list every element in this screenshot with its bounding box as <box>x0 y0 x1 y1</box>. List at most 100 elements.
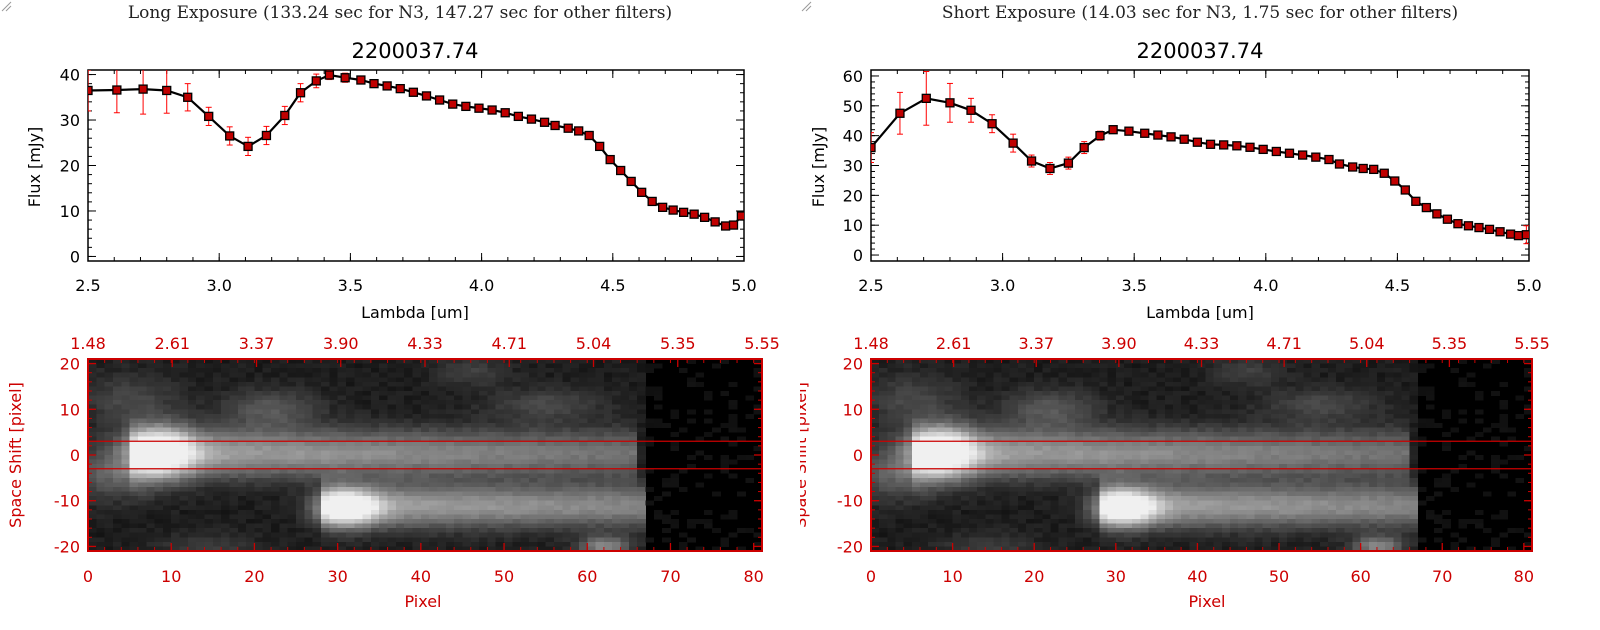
spectral-image-chart: Pixel Space Shift [pixel] 0 10 20 30 40 50 60 7… <box>800 334 1550 611</box>
data-point <box>1334 159 1345 169</box>
image-top-tick-label: 5.35 <box>660 334 696 353</box>
data-point <box>243 141 253 152</box>
data-point <box>1026 156 1037 166</box>
image-top-tick-label: 5.35 <box>1432 334 1468 353</box>
data-point <box>1442 214 1453 224</box>
image-top-tick-label: 3.37 <box>239 334 275 353</box>
data-point <box>526 114 537 124</box>
data-series <box>871 70 1529 245</box>
x-axis-label: Lambda [um] <box>361 303 469 320</box>
data-point <box>1232 141 1242 151</box>
data-point <box>369 78 379 89</box>
image-x-tick-label: 50 <box>1269 567 1289 586</box>
resize-grip-icon[interactable] <box>800 0 812 12</box>
data-point <box>1153 130 1163 140</box>
image-x-tick-label: 0 <box>866 567 876 586</box>
spectrum-chart: 2200037.74 Lambda [um] Flux [mJy] 2.5 3.0… <box>809 39 1542 320</box>
data-point <box>626 176 636 187</box>
data-point <box>720 221 731 231</box>
data-point <box>421 91 432 101</box>
image-x-tick-label: 60 <box>577 567 597 586</box>
data-point <box>987 119 997 129</box>
data-point <box>1095 131 1105 141</box>
image-y-tick-label: 10 <box>843 400 863 419</box>
y-tick-label: 50 <box>843 97 863 116</box>
image-y-tick-label: 10 <box>60 400 80 419</box>
data-point <box>280 110 290 121</box>
data-point <box>1140 128 1150 138</box>
data-point <box>1311 152 1321 162</box>
x-tick-label: 4.0 <box>1253 276 1278 295</box>
series-line <box>871 97 1527 237</box>
x-tick-label: 2.5 <box>858 276 883 295</box>
data-point <box>261 130 272 141</box>
data-point <box>1219 140 1229 150</box>
plot-area: 2.5 3.0 3.5 4.0 4.5 5.0 0 10 20 30 40 <box>60 66 757 295</box>
data-point <box>563 123 573 133</box>
short-exposure-panel: Short Exposure (14.03 sec for N3, 1.75 s… <box>800 0 1600 630</box>
image-top-tick-label: 4.33 <box>1184 334 1220 353</box>
data-point <box>311 76 321 86</box>
x-tick-label: 3.0 <box>206 276 231 295</box>
data-point <box>550 120 560 131</box>
data-point <box>584 130 594 141</box>
spectrum-chart: 2200037.74 Lambda [um] Flux [mJy] 2.5 3.0… <box>25 39 757 320</box>
image-x-tick-label: 10 <box>161 567 181 586</box>
data-point <box>1179 134 1189 144</box>
data-point <box>1108 125 1118 135</box>
data-point <box>1205 139 1216 149</box>
data-point <box>1513 230 1524 241</box>
data-point <box>356 75 366 85</box>
data-point <box>1369 164 1379 175</box>
data-point <box>1421 202 1432 213</box>
image-x-tick-label: 80 <box>1514 567 1534 586</box>
image-top-tick-label: 2.61 <box>154 334 190 353</box>
data-point <box>1358 163 1368 174</box>
image-x-tick-label: 20 <box>1024 567 1044 586</box>
image-x-tick-label: 10 <box>942 567 962 586</box>
image-area: 0 10 20 30 40 50 60 70 80 1.48 2.61 3.37 3.90 4.33 4.7… <box>54 334 780 586</box>
data-point <box>699 212 710 222</box>
image-x-tick-label: 0 <box>83 567 93 586</box>
spectral-image-chart: Pixel Space Shift [pixel] 0 10 20 30 40 50 60 7… <box>6 334 780 611</box>
data-point <box>88 85 93 96</box>
image-top-tick-label: 2.61 <box>936 334 972 353</box>
data-point <box>658 202 668 212</box>
data-point <box>500 108 510 118</box>
image-x-tick-label: 80 <box>743 567 763 586</box>
data-point <box>871 142 876 153</box>
image-x-tick-label: 50 <box>494 567 514 586</box>
image-top-tick-label: 5.55 <box>1514 334 1550 353</box>
data-point <box>340 73 350 83</box>
data-point <box>647 196 657 207</box>
data-point <box>1474 222 1484 233</box>
data-point <box>1063 158 1074 168</box>
resize-grip-icon[interactable] <box>0 0 12 12</box>
data-point <box>1166 132 1176 142</box>
y-tick-label: 20 <box>843 186 863 205</box>
data-point <box>1297 150 1308 160</box>
data-point <box>382 81 392 91</box>
image-y-axis-label: Space Shift [pixel] <box>6 382 25 528</box>
data-point <box>1271 146 1281 157</box>
data-point <box>395 83 405 94</box>
data-point <box>112 85 122 95</box>
image-top-tick-label: 3.37 <box>1018 334 1054 353</box>
image-top-tick-label: 1.48 <box>70 334 106 353</box>
data-point <box>162 85 172 96</box>
data-point <box>1045 163 1055 174</box>
image-y-tick-label: 0 <box>70 446 80 465</box>
data-point <box>595 141 605 152</box>
data-point <box>736 211 744 221</box>
data-point <box>183 92 193 102</box>
y-tick-label: 0 <box>70 247 80 266</box>
image-top-tick-label: 5.04 <box>576 334 612 353</box>
data-point <box>1008 138 1018 148</box>
data-point <box>1379 168 1389 178</box>
x-tick-label: 3.0 <box>990 276 1015 295</box>
data-point <box>966 105 976 115</box>
data-point <box>895 108 905 118</box>
y-tick-label: 10 <box>843 216 863 235</box>
image-x-axis-label: Pixel <box>404 592 441 611</box>
data-point <box>1432 209 1442 219</box>
